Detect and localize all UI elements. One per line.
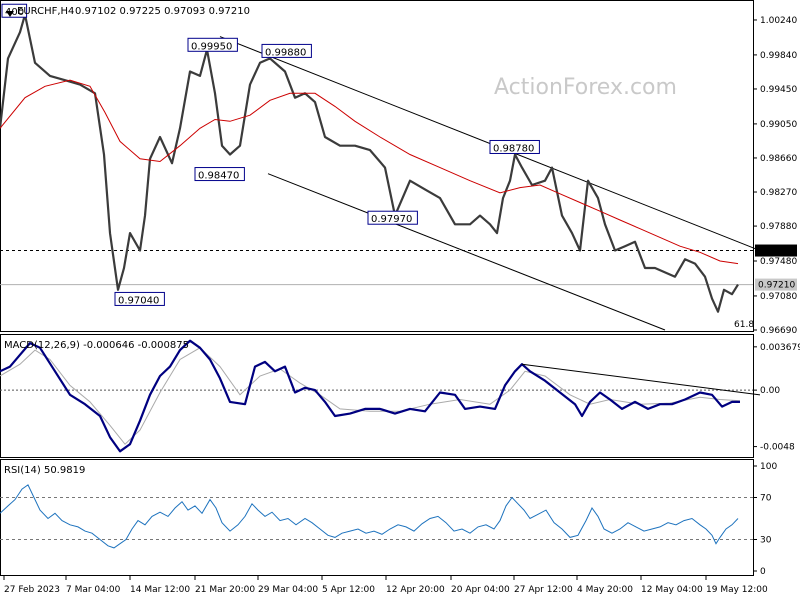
level-price-tag: 0.97600 [758,247,795,257]
time-axis-label: 14 Mar 12:00 [130,585,190,595]
time-axis-label: 5 Apr 12:00 [322,585,375,595]
price-annotation-box [187,37,238,52]
price-annotation: 0.98470 [194,167,245,182]
macd-axis-tick-label: 0.00 [760,386,780,396]
price-annotation-box [261,43,312,58]
price-axis-tick-label: 0.99050 [760,120,797,130]
time-axis-label: 7 Mar 04:00 [66,585,121,595]
time-axis-label: 21 Mar 20:00 [195,585,255,595]
macd-axis-tick-label: -0.0048 [760,443,795,453]
time-axis-label: 27 Feb 2023 [4,585,60,595]
price-annotation-label: 400 [5,7,24,18]
price-annotation-box [114,291,165,306]
price-series [0,13,739,313]
price-annotation-box [367,210,418,225]
price-axis-tick-label: 0.99840 [760,51,797,61]
time-axis-label: 4 May 20:00 [577,585,633,595]
rsi-axis-tick-label: 100 [760,462,777,472]
price-axis-tick-label: 0.97480 [760,257,797,267]
price-axis-tick-label: 0.96690 [760,326,797,336]
time-axis-label: 29 Mar 04:00 [258,585,318,595]
price-annotation: 0.99880 [261,43,312,58]
price-annotation: 0.97970 [367,210,418,225]
time-axis-label: 20 Apr 04:00 [451,585,510,595]
price-annotation-box [489,139,540,154]
price-axis-tick-label: 1.00240 [760,16,797,26]
watermark: ActionForex.com [494,75,677,100]
triangle-down-icon[interactable] [6,11,14,17]
time-axis-label: 27 Apr 12:00 [514,585,573,595]
price-pane [0,0,754,332]
rsi-line [0,484,739,549]
rsi-axis-tick-label: 30 [760,536,772,546]
rsi-axis-tick-label: 70 [760,494,772,504]
price-annotation-label: 0.99880 [265,47,306,58]
price-axis-tick-label: 0.97080 [760,292,797,302]
current-price-tag-box [755,278,797,291]
channel-lower-line [267,173,666,331]
price-annotation: 0.99950 [187,37,238,52]
price-annotation-label: 0.99950 [191,41,232,52]
macd-pane [0,334,754,458]
price-axis-tick-label: 0.98660 [760,154,797,164]
rsi-pane [0,459,754,576]
price-axis-tick-label: 0.99450 [760,85,797,95]
current-price-tag: 0.97210 [758,281,795,291]
price-annotation-label: 0.97970 [371,214,412,225]
macd-axis-tick-label: 0.003679 [760,343,800,353]
rsi-title: RSI(14) 50.9819 [4,465,85,476]
macd-trendline [521,363,761,396]
macd-title: MACD(12,26,9) -0.000646 -0.000875 [4,340,189,351]
level-price-tag-box [755,244,797,257]
rsi-axis-tick-label: 0 [760,567,766,577]
price-annotation: 0.97040 [114,291,165,306]
price-annotation: 0.98780 [489,139,540,154]
moving-average-line [0,79,739,265]
price-annotation-label: 0.98780 [493,143,534,154]
ohlc-values: 0.97102 0.97225 0.97093 0.97210 [75,6,250,17]
chart-header: EURCHF,H4 0.97102 0.97225 0.97093 0.9721… [6,6,250,17]
time-axis-label: 12 Apr 20:00 [386,585,445,595]
price-annotation-label: 0.98470 [198,171,239,182]
macd-line [0,339,740,453]
price-annotation-box [194,167,245,182]
price-annotation-label: 0.97040 [118,295,159,306]
fib-label: 61.8 [734,320,754,330]
price-axis-tick-label: 0.98270 [760,188,797,198]
time-axis-label: 19 May 12:00 [706,585,768,595]
symbol-label: EURCHF,H4 [17,6,74,17]
time-axis-label: 12 May 04:00 [641,585,703,595]
price-axis-tick-label: 0.97880 [760,222,797,232]
